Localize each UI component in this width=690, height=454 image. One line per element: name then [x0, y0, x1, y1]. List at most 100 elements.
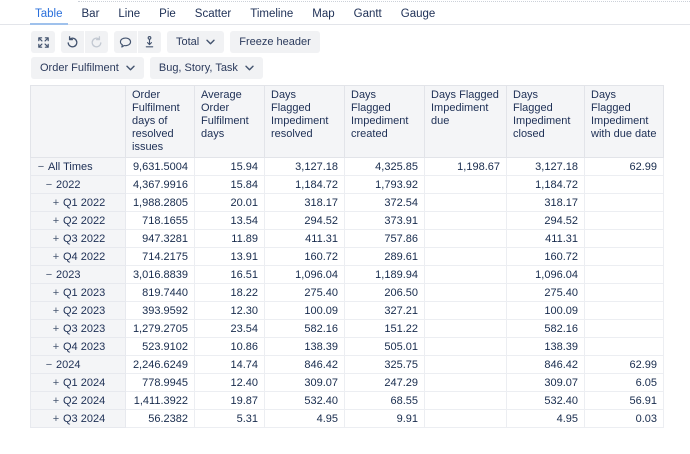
table-cell: 309.07 — [264, 373, 345, 392]
expand-icon[interactable]: + — [52, 250, 60, 263]
row-label[interactable]: + Q3 2023 — [30, 319, 126, 338]
table-cell: 1,793.92 — [344, 175, 425, 194]
row-label[interactable]: + Q1 2023 — [30, 283, 126, 302]
table-cell: 10.86 — [194, 337, 265, 356]
collapse-icon[interactable]: − — [45, 358, 53, 371]
tab-pie[interactable]: Pie — [159, 8, 176, 20]
tab-bar[interactable]: Bar — [81, 8, 100, 20]
row-label[interactable]: + Q2 2022 — [30, 211, 126, 230]
expand-icon[interactable]: + — [52, 214, 60, 227]
fullscreen-button[interactable] — [31, 31, 55, 53]
row-label-text: 2023 — [56, 268, 81, 281]
table-cell: 1,184.72 — [506, 175, 585, 194]
column-header[interactable]: Days Flagged Impediment created — [344, 85, 425, 158]
expand-icon[interactable]: + — [52, 322, 60, 335]
table-cell — [584, 229, 664, 248]
expand-icon[interactable]: + — [52, 394, 60, 407]
column-header[interactable]: Average Order Fulfilment days — [194, 85, 265, 158]
table-cell — [424, 355, 507, 374]
row-label[interactable]: + Q1 2024 — [30, 373, 126, 392]
column-header[interactable]: Days Flagged Impediment with due date — [584, 85, 664, 158]
row-label[interactable]: + Q3 2024 — [30, 409, 126, 428]
collapse-icon[interactable]: − — [45, 268, 53, 281]
table-cell — [584, 211, 664, 230]
row-label[interactable]: + Q3 2022 — [30, 229, 126, 248]
table-cell — [424, 193, 507, 212]
collapse-icon[interactable]: − — [37, 160, 45, 173]
table-cell — [584, 283, 664, 302]
download-to-bar-icon — [145, 35, 154, 47]
table-cell — [584, 337, 664, 356]
table-cell: 4.95 — [506, 409, 585, 428]
table-cell: 9,631.5004 — [125, 157, 195, 176]
tab-map[interactable]: Map — [312, 8, 335, 20]
tab-gauge[interactable]: Gauge — [400, 8, 436, 20]
table-cell: 778.9945 — [125, 373, 195, 392]
table-cell: 0.03 — [584, 409, 664, 428]
filter-issue-types-dropdown[interactable]: Bug, Story, Task — [149, 57, 263, 79]
freeze-header-button[interactable]: Freeze header — [230, 31, 320, 53]
table-cell: 13.91 — [194, 247, 265, 266]
table-cell: 411.31 — [506, 229, 585, 248]
expand-icon[interactable]: + — [52, 286, 60, 299]
row-label[interactable]: − All Times — [30, 157, 126, 176]
row-label-text: Q1 2022 — [63, 196, 106, 209]
table-cell: 100.09 — [264, 301, 345, 320]
table-cell — [584, 319, 664, 338]
table-cell: 325.75 — [344, 355, 425, 374]
collapse-icon[interactable]: − — [45, 178, 53, 191]
table-cell — [584, 265, 664, 284]
row-label-text: All Times — [48, 160, 93, 173]
filter-order-fulfilment-dropdown[interactable]: Order Fulfilment — [31, 57, 144, 79]
row-label-text: 2022 — [56, 178, 81, 191]
tab-gantt[interactable]: Gantt — [353, 8, 382, 20]
undo-arrow-icon — [67, 35, 78, 47]
expand-icon[interactable]: + — [52, 304, 60, 317]
expand-icon[interactable]: + — [52, 340, 60, 353]
table-row: + Q4 2022 714.2175 13.91 160.72 289.61 160.72 — [30, 247, 664, 266]
table-row: − All Times 9,631.5004 15.94 3,127.18 4,325.8… — [30, 157, 664, 176]
redo-button[interactable] — [85, 31, 108, 53]
table-cell: 12.40 — [194, 373, 265, 392]
row-label[interactable]: −2024 — [30, 355, 126, 374]
expand-icon[interactable]: + — [52, 232, 60, 245]
column-header[interactable]: Days Flagged Impediment closed — [506, 85, 585, 158]
row-label[interactable]: −2023 — [30, 265, 126, 284]
tab-timeline[interactable]: Timeline — [250, 8, 294, 20]
tab-scatter[interactable]: Scatter — [194, 8, 232, 20]
column-header[interactable]: Days Flagged Impediment due — [424, 85, 507, 158]
total-dropdown[interactable]: Total — [167, 31, 225, 53]
table-cell — [424, 391, 507, 410]
chevron-down-icon — [126, 65, 135, 71]
export-button[interactable] — [138, 31, 161, 53]
row-label-text: Q1 2023 — [63, 286, 106, 299]
row-label[interactable]: −2022 — [30, 175, 126, 194]
expand-arrows-icon — [37, 36, 49, 48]
table-cell: 14.74 — [194, 355, 265, 374]
tab-line[interactable]: Line — [118, 8, 141, 20]
table-cell — [584, 301, 664, 320]
comment-button[interactable] — [114, 31, 137, 53]
tab-table[interactable]: Table — [30, 8, 67, 25]
table-cell: 532.40 — [506, 391, 585, 410]
table-cell: 23.54 — [194, 319, 265, 338]
row-label[interactable]: + Q4 2023 — [30, 337, 126, 356]
undo-button[interactable] — [61, 31, 84, 53]
expand-icon[interactable]: + — [52, 196, 60, 209]
table-cell: 532.40 — [264, 391, 345, 410]
table-cell: 247.29 — [344, 373, 425, 392]
row-label[interactable]: + Q2 2023 — [30, 301, 126, 320]
table-cell: 373.91 — [344, 211, 425, 230]
column-header[interactable]: Order Fulfilment days of resolved issues — [125, 85, 195, 158]
table-cell: 12.30 — [194, 301, 265, 320]
row-label[interactable]: + Q2 2024 — [30, 391, 126, 410]
table-cell: 160.72 — [264, 247, 345, 266]
table-cell — [424, 265, 507, 284]
row-label[interactable]: + Q4 2022 — [30, 247, 126, 266]
table-cell: 582.16 — [506, 319, 585, 338]
column-header[interactable]: Days Flagged Impediment resolved — [264, 85, 345, 158]
expand-icon[interactable]: + — [52, 376, 60, 389]
expand-icon[interactable]: + — [52, 412, 60, 425]
table-row: −2022 4,367.9916 15.84 1,184.72 1,793.92 1,18… — [30, 175, 664, 194]
row-label[interactable]: + Q1 2022 — [30, 193, 126, 212]
